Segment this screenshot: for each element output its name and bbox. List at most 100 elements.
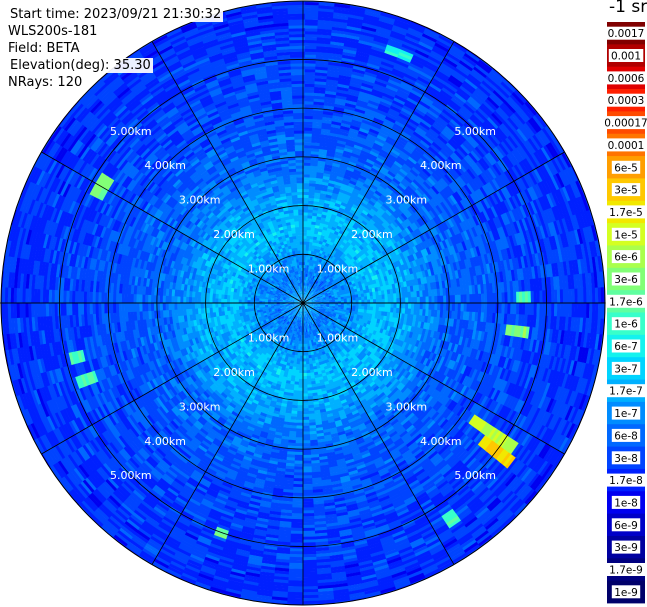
heatmap-cell bbox=[315, 242, 320, 247]
heatmap-cell bbox=[383, 141, 395, 150]
heatmap-cell bbox=[372, 40, 389, 48]
heatmap-cell bbox=[461, 82, 476, 96]
heatmap-cell bbox=[373, 37, 390, 46]
heatmap-cell bbox=[449, 74, 465, 87]
heatmap-cell bbox=[303, 297, 306, 301]
heatmap-cell bbox=[305, 291, 308, 295]
heatmap-cell bbox=[303, 258, 306, 263]
heatmap-cell bbox=[345, 34, 362, 41]
heatmap-cell bbox=[358, 93, 372, 101]
heatmap-cell bbox=[326, 152, 336, 158]
heatmap-cell bbox=[351, 149, 362, 157]
heatmap-cell bbox=[305, 244, 310, 248]
heatmap-cell bbox=[311, 281, 314, 285]
heatmap-cell bbox=[366, 105, 379, 113]
heatmap-cell bbox=[344, 40, 361, 47]
heatmap-cell bbox=[309, 183, 317, 187]
heatmap-cell bbox=[307, 286, 310, 290]
heatmap-cell bbox=[423, 30, 441, 41]
heatmap-cell bbox=[316, 274, 320, 278]
heatmap-cell bbox=[423, 63, 440, 74]
heatmap-cell bbox=[315, 280, 319, 285]
heatmap-cell bbox=[340, 66, 355, 72]
heatmap-cell bbox=[350, 152, 361, 159]
heatmap-cell bbox=[360, 149, 371, 157]
heatmap-cell bbox=[304, 298, 308, 301]
heatmap-cell bbox=[376, 134, 388, 143]
heatmap-cell bbox=[303, 194, 310, 198]
heatmap-cell bbox=[374, 211, 382, 219]
heatmap-cell bbox=[486, 73, 503, 88]
heatmap-cell bbox=[307, 223, 312, 228]
heatmap-cell bbox=[309, 290, 312, 294]
heatmap-cell bbox=[460, 303, 464, 313]
heatmap-cell bbox=[318, 228, 324, 233]
heatmap-cell bbox=[303, 185, 310, 190]
heatmap-cell bbox=[355, 303, 359, 307]
heatmap-cell bbox=[351, 74, 366, 81]
heatmap-cell bbox=[376, 109, 389, 117]
heatmap-cell bbox=[375, 137, 387, 145]
heatmap-cell bbox=[347, 201, 355, 207]
heatmap-cell bbox=[375, 303, 380, 308]
heatmap-cell bbox=[328, 203, 336, 209]
heatmap-cell bbox=[396, 184, 406, 193]
heatmap-cell bbox=[368, 210, 376, 218]
heatmap-cell bbox=[346, 224, 353, 230]
heatmap-cell bbox=[372, 214, 381, 221]
heatmap-cell bbox=[327, 64, 343, 70]
heatmap-cell bbox=[356, 48, 373, 55]
heatmap-cell bbox=[305, 276, 308, 280]
heatmap-cell bbox=[411, 151, 422, 161]
heatmap-cell bbox=[442, 108, 456, 121]
heatmap-cell bbox=[343, 147, 354, 154]
heatmap-cell bbox=[318, 275, 323, 280]
heatmap-cell bbox=[468, 96, 483, 109]
heatmap-cell bbox=[373, 178, 382, 186]
heatmap-cell bbox=[392, 99, 406, 109]
heatmap-cell bbox=[381, 58, 397, 67]
heatmap-cell bbox=[303, 13, 321, 18]
heatmap-cell bbox=[305, 291, 307, 295]
heatmap-cell bbox=[305, 288, 307, 292]
heatmap-cell bbox=[410, 303, 415, 310]
heatmap-cell bbox=[362, 144, 374, 152]
heatmap-cell bbox=[307, 292, 311, 296]
heatmap-cell bbox=[347, 163, 357, 170]
heatmap-cell bbox=[352, 214, 360, 220]
heatmap-cell bbox=[418, 73, 434, 84]
heatmap-cell bbox=[372, 164, 382, 172]
heatmap-cell bbox=[303, 182, 311, 187]
heatmap-cell bbox=[342, 196, 351, 202]
heatmap-cell bbox=[346, 166, 356, 173]
heatmap-cell bbox=[476, 61, 493, 75]
heatmap-cell bbox=[312, 239, 317, 244]
heatmap-cell bbox=[349, 5, 368, 12]
heatmap-cell bbox=[440, 111, 454, 123]
heatmap-cell bbox=[407, 171, 418, 180]
heatmap-cell bbox=[374, 34, 391, 43]
heatmap-cell bbox=[309, 290, 313, 294]
heatmap-cell bbox=[320, 281, 324, 285]
heatmap-cell bbox=[399, 303, 403, 309]
heatmap-cell bbox=[419, 97, 434, 108]
heatmap-cell bbox=[380, 98, 394, 106]
heatmap-cell bbox=[306, 295, 309, 299]
heatmap-cell bbox=[356, 99, 370, 107]
heatmap-cell bbox=[398, 112, 412, 122]
heatmap-cell bbox=[364, 139, 376, 146]
heatmap-cell bbox=[349, 158, 359, 165]
heatmap-cell bbox=[382, 121, 395, 130]
heatmap-cell bbox=[371, 145, 383, 153]
heatmap-cell bbox=[303, 28, 320, 32]
heatmap-cell bbox=[303, 297, 305, 301]
heatmap-cell bbox=[371, 88, 386, 97]
heatmap-cell bbox=[332, 159, 342, 165]
heatmap-cell bbox=[313, 266, 317, 271]
heatmap-cell bbox=[412, 149, 424, 159]
heatmap-cell bbox=[343, 174, 353, 181]
heatmap-cell bbox=[377, 20, 396, 29]
heatmap-cell bbox=[421, 95, 436, 106]
heatmap-cell bbox=[411, 112, 424, 123]
heatmap-cell bbox=[343, 209, 351, 215]
